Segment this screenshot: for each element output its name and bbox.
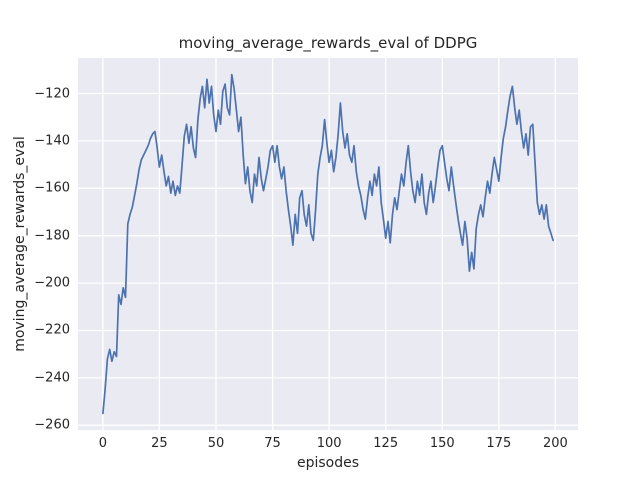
y-tick-label: −200 (34, 275, 70, 291)
y-axis-label: moving_average_rewards_eval (12, 136, 28, 352)
line-chart-canvas (78, 58, 578, 430)
plot-area (78, 58, 578, 430)
chart-title: moving_average_rewards_eval of DDPG (178, 34, 478, 52)
x-tick-label: 150 (429, 436, 455, 451)
x-tick-label: 175 (486, 436, 512, 451)
x-tick-label: 75 (264, 436, 281, 451)
x-tick-label: 0 (98, 436, 108, 451)
x-tick-label: 125 (373, 436, 399, 451)
y-tick-label: −160 (34, 180, 70, 196)
x-tick-label: 200 (542, 436, 568, 451)
x-axis-label: episodes (296, 455, 360, 471)
y-tick-label: −220 (34, 322, 70, 338)
y-tick-label: −120 (34, 86, 70, 102)
x-tick-label: 25 (151, 436, 168, 451)
y-tick-label: −260 (34, 417, 70, 433)
y-tick-label: −140 (34, 133, 70, 149)
y-tick-label: −180 (34, 228, 70, 244)
x-tick-label: 50 (207, 436, 225, 451)
data-line (102, 73, 554, 415)
y-tick-label: −240 (34, 370, 70, 386)
x-tick-label: 100 (316, 436, 342, 451)
